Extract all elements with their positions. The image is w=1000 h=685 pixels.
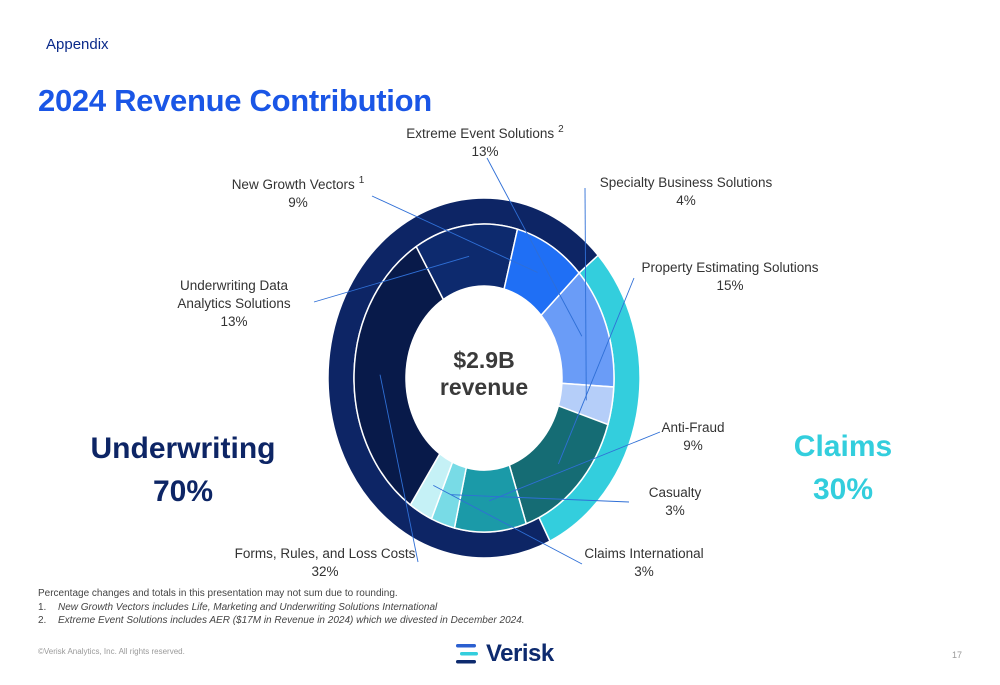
footnote-marker: 2 bbox=[558, 124, 564, 135]
page-title: 2024 Revenue Contribution bbox=[38, 83, 432, 118]
leader-line-anti-fraud bbox=[489, 431, 661, 502]
segment-value: 4% bbox=[676, 193, 696, 208]
segment-value: 3% bbox=[665, 503, 685, 518]
leader-line-specialty-business-solutions bbox=[584, 187, 587, 401]
footnotes: Percentage changes and totals in this pr… bbox=[38, 587, 525, 628]
footnote-2-number: 2. bbox=[38, 615, 47, 626]
footnote-1-text: New Growth Vectors includes Life, Market… bbox=[58, 601, 438, 613]
footnote-2-text: Extreme Event Solutions includes AER ($1… bbox=[58, 615, 525, 626]
center-label-revenue: revenue bbox=[440, 374, 528, 400]
segment-label-forms-rules-and-loss-costs: Forms, Rules, and Loss Costs 32% bbox=[235, 546, 416, 579]
group-value-underwriting: 70% bbox=[153, 475, 213, 508]
segment-label-new-growth-vectors: New Growth Vectors 1 9% bbox=[232, 175, 365, 210]
footnote-marker: 1 bbox=[359, 175, 365, 186]
leader-line-new-growth-vectors bbox=[371, 195, 538, 273]
verisk-logo: Verisk bbox=[454, 640, 554, 668]
segment-label-anti-fraud: Anti-Fraud 9% bbox=[661, 420, 724, 453]
copyright: ©Verisk Analytics, Inc. All rights reser… bbox=[38, 647, 185, 656]
leader-line-casualty bbox=[451, 494, 630, 503]
leader-line-extreme-event-solutions bbox=[486, 157, 583, 337]
leader-line-property-estimating-solutions bbox=[557, 277, 635, 465]
leader-line-claims-international bbox=[433, 484, 583, 565]
verisk-logo-text: Verisk bbox=[486, 640, 554, 667]
revenue-donut-chart: Extreme Event Solutions 2 13%Specialty Bus… bbox=[91, 124, 893, 579]
group-label-underwriting: Underwriting bbox=[91, 432, 276, 465]
leader-lines bbox=[313, 157, 661, 565]
page-number: 17 bbox=[951, 650, 962, 660]
section-label: Appendix bbox=[46, 36, 109, 53]
segment-label-specialty-business-solutions: Specialty Business Solutions 4% bbox=[600, 175, 773, 208]
segment-value: 3% bbox=[634, 564, 654, 579]
segment-label-extreme-event-solutions: Extreme Event Solutions 2 13% bbox=[406, 124, 564, 159]
segment-value: 13% bbox=[220, 314, 247, 329]
verisk-logo-icon bbox=[456, 644, 478, 664]
segment-ring bbox=[353, 223, 615, 533]
segment-labels: Extreme Event Solutions 2 13%Specialty Bus… bbox=[177, 124, 818, 579]
footnote-intro: Percentage changes and totals in this pr… bbox=[38, 588, 398, 599]
segment-label-property-estimating-solutions: Property Estimating Solutions 15% bbox=[641, 260, 818, 293]
segment-value: 9% bbox=[288, 195, 308, 210]
segment-value: 32% bbox=[311, 564, 338, 579]
footnote-2: 2. Extreme Event Solutions includes AER (… bbox=[38, 614, 525, 628]
segment-label-casualty: Casualty 3% bbox=[649, 485, 702, 518]
group-value-claims: 30% bbox=[813, 473, 873, 506]
leader-line-forms-rules-and-loss-costs bbox=[379, 374, 419, 563]
segment-value: 13% bbox=[471, 144, 498, 159]
segment-arc-new-growth-vectors bbox=[503, 228, 581, 317]
segment-value: 15% bbox=[716, 278, 743, 293]
segment-value: 9% bbox=[683, 438, 703, 453]
segment-label-claims-international: Claims International 3% bbox=[584, 546, 703, 579]
segment-arc-forms-rules-and-loss-costs bbox=[353, 245, 445, 507]
segment-label-underwriting-data-analytics-solutions: Underwriting Data Analytics Solutions 13% bbox=[177, 278, 291, 329]
footnote-1-number: 1. bbox=[38, 601, 47, 613]
center-label-amount: $2.9B bbox=[453, 347, 514, 373]
leader-line-underwriting-data-analytics-solutions bbox=[313, 255, 470, 303]
group-label-claims: Claims bbox=[794, 430, 892, 463]
footnote-1: 1. New Growth Vectors includes Life, Mark… bbox=[38, 601, 525, 615]
